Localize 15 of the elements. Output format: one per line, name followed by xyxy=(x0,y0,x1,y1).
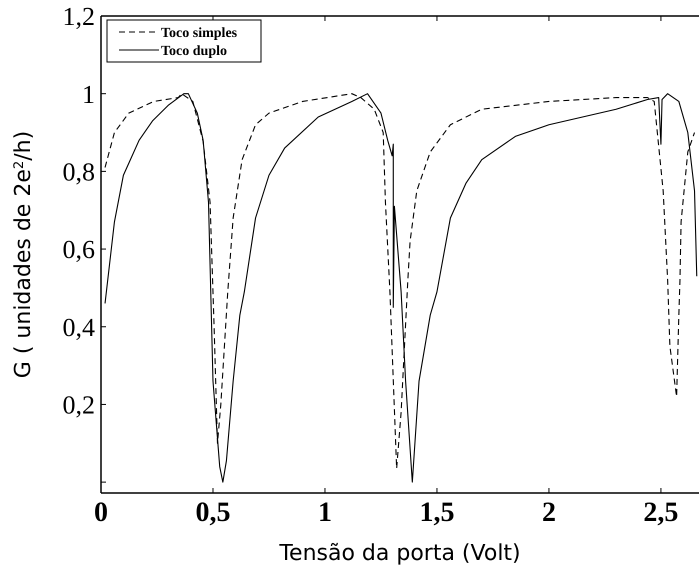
y-tick-label: 1 xyxy=(82,80,95,109)
x-tick-label: 2,5 xyxy=(643,497,678,528)
legend-label: Toco duplo xyxy=(161,44,228,59)
y-tick-label: 0,8 xyxy=(62,157,95,186)
x-tick-label: 1,5 xyxy=(419,497,454,528)
x-tick-label: 2 xyxy=(542,497,556,528)
x-tick-label: 1 xyxy=(318,497,332,528)
x-axis-title: Tensão da porta (Volt) xyxy=(278,541,521,566)
y-tick-label: 0,6 xyxy=(62,235,95,264)
x-tick-label: 0,5 xyxy=(195,497,230,528)
y-tick-label: 0,2 xyxy=(62,390,95,420)
y-tick-label: 0,4 xyxy=(62,312,95,342)
y-tick-label: 1,2 xyxy=(62,2,95,32)
legend-label: Toco simples xyxy=(161,26,238,41)
x-tick-label: 0 xyxy=(94,497,108,528)
